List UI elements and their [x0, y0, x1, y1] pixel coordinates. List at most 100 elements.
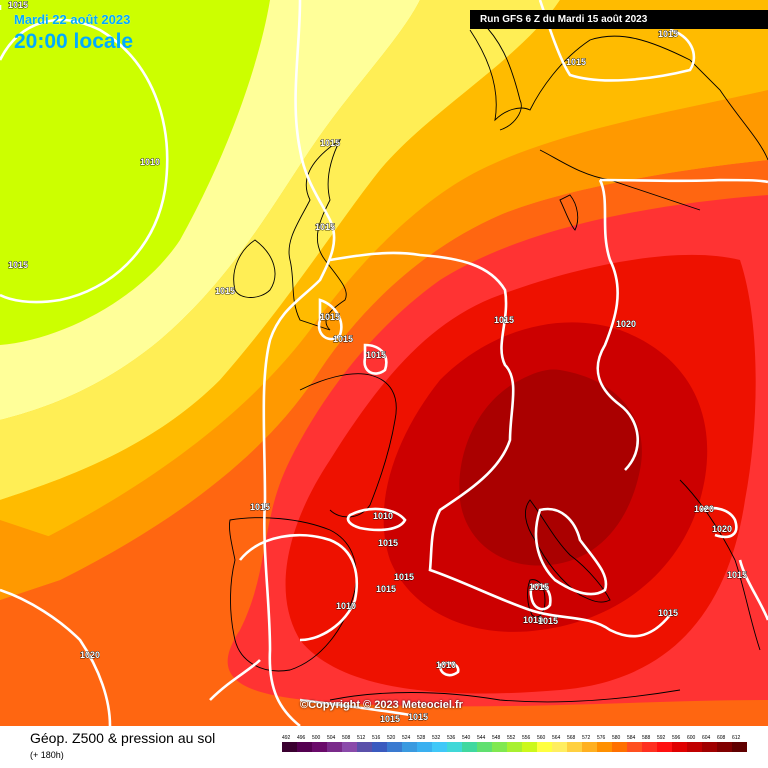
pressure-label: 1010	[336, 601, 356, 611]
scale-swatch	[492, 742, 507, 752]
copyright: ©Copyright © 2023 Meteociel.fr	[300, 699, 463, 711]
isobar-1010-low	[0, 18, 169, 304]
scale-tick-label: 604	[702, 735, 711, 741]
isobar-1015-loop-uk	[317, 298, 343, 341]
scale-tick-label: 524	[402, 735, 411, 741]
isobar-1015-loop-small	[363, 343, 388, 375]
map-area: 1015 1015 1010 1015 1015 1015 1015 1015 …	[0, 0, 768, 726]
scale-tick-label: 540	[462, 735, 471, 741]
scale-tick-label: 568	[567, 735, 576, 741]
scale-swatch	[687, 742, 702, 752]
scale-tick-label: 544	[477, 735, 486, 741]
scale-tick-label: 608	[717, 735, 726, 741]
isobar-1015-sardinia	[529, 583, 552, 611]
france-coast	[299, 373, 397, 518]
z500-band-yellow	[0, 0, 560, 500]
isobar-1020-balkans	[699, 506, 738, 539]
pressure-label: 1015	[250, 502, 270, 512]
scale-swatch	[342, 742, 357, 752]
scale-tick-label: 592	[657, 735, 666, 741]
scale-tick-label: 492	[282, 735, 291, 741]
z500-band-orange-light	[0, 0, 768, 560]
isobar-1015-south	[209, 659, 411, 717]
pressure-label: 1015	[378, 538, 398, 548]
scale-swatch	[327, 742, 342, 752]
pressure-label: 1015	[529, 582, 549, 592]
iberia-coast	[229, 517, 357, 672]
pressure-label: 1015	[315, 222, 335, 232]
isobar-1010-africa	[438, 661, 460, 677]
scale-tick-label: 576	[597, 735, 606, 741]
scale-tick-label: 612	[732, 735, 741, 741]
pressure-label: 1015	[366, 350, 386, 360]
italy-coast	[524, 499, 611, 603]
great-britain-coast	[288, 138, 347, 331]
pressure-label: 1015	[408, 712, 428, 722]
scale-swatch	[552, 742, 567, 752]
scale-tick-label: 588	[642, 735, 651, 741]
scale-tick-label: 548	[492, 735, 501, 741]
scale-swatch	[462, 742, 477, 752]
scale-tick-label: 508	[342, 735, 351, 741]
z500-band-orange	[0, 90, 768, 600]
scale-tick-label: 528	[417, 735, 426, 741]
scale-swatch	[537, 742, 552, 752]
pressure-label: 1015	[320, 312, 340, 322]
scale-swatch	[657, 742, 672, 752]
scale-swatch	[567, 742, 582, 752]
pressure-label: 1015	[538, 616, 558, 626]
pressure-label: 1015	[566, 57, 586, 67]
scale-swatch	[597, 742, 612, 752]
scale-tick-label: 532	[432, 735, 441, 741]
scale-tick-label: 556	[522, 735, 531, 741]
pressure-label: 1015	[8, 260, 28, 270]
scale-tick-label: 560	[537, 735, 546, 741]
color-scale: 492 496 500 504 508 512 516 520 524 528 532 536 540 5…	[282, 735, 747, 752]
pressure-label: 1015	[494, 315, 514, 325]
scale-tick-label: 572	[582, 735, 591, 741]
scale-swatch	[732, 742, 747, 752]
isobar-1015-italy	[534, 507, 608, 596]
isobar-1015-north	[538, 0, 696, 82]
scale-tick-label: 496	[297, 735, 306, 741]
scale-tick-label: 516	[372, 735, 381, 741]
scale-swatch	[357, 742, 372, 752]
scale-swatch	[312, 742, 327, 752]
isobar-1015-greece	[738, 559, 768, 621]
forecast-hour: (+ 180h)	[30, 750, 64, 760]
pressure-label: 1015	[333, 334, 353, 344]
isobar-1020-sw	[0, 588, 112, 726]
scale-swatch	[282, 742, 297, 752]
scandinavia-coast	[469, 29, 768, 161]
z500-band-core	[459, 369, 642, 566]
pressure-label: 1015	[727, 570, 747, 580]
pressure-label: 1015	[394, 572, 414, 582]
pressure-labels: 1015 1015 1010 1015 1015 1015 1015 1015 …	[8, 0, 748, 724]
isobar-1015-central	[329, 251, 672, 638]
pressure-label: 1015	[658, 29, 678, 39]
scale-tick-label: 536	[447, 735, 456, 741]
scale-tick-label: 500	[312, 735, 321, 741]
pressure-label: 1020	[616, 319, 636, 329]
pressure-label: 1020	[80, 650, 100, 660]
scale-tick-label: 504	[327, 735, 336, 741]
scale-swatch	[522, 742, 537, 752]
north-africa-coast	[329, 689, 681, 703]
scale-swatch	[477, 742, 492, 752]
footer: Géop. Z500 & pression au sol (+ 180h) 49…	[0, 726, 768, 768]
pressure-label: 1015	[8, 0, 28, 10]
run-label: Run GFS 6 Z du Mardi 15 août 2023	[470, 10, 768, 29]
scale-tick-label: 580	[612, 735, 621, 741]
scale-tick-label: 564	[552, 735, 561, 741]
balkan-coast	[679, 479, 761, 651]
scale-swatch	[642, 742, 657, 752]
scale-tick-label: 596	[672, 735, 681, 741]
isobars	[0, 0, 768, 726]
pressure-label: 1010	[523, 615, 543, 625]
pressure-label: 1010	[373, 511, 393, 521]
ireland-coast	[233, 239, 276, 298]
scale-tick-label: 584	[627, 735, 636, 741]
scale-swatch	[582, 742, 597, 752]
scale-tick-label: 600	[687, 735, 696, 741]
norway-coast	[479, 19, 522, 131]
